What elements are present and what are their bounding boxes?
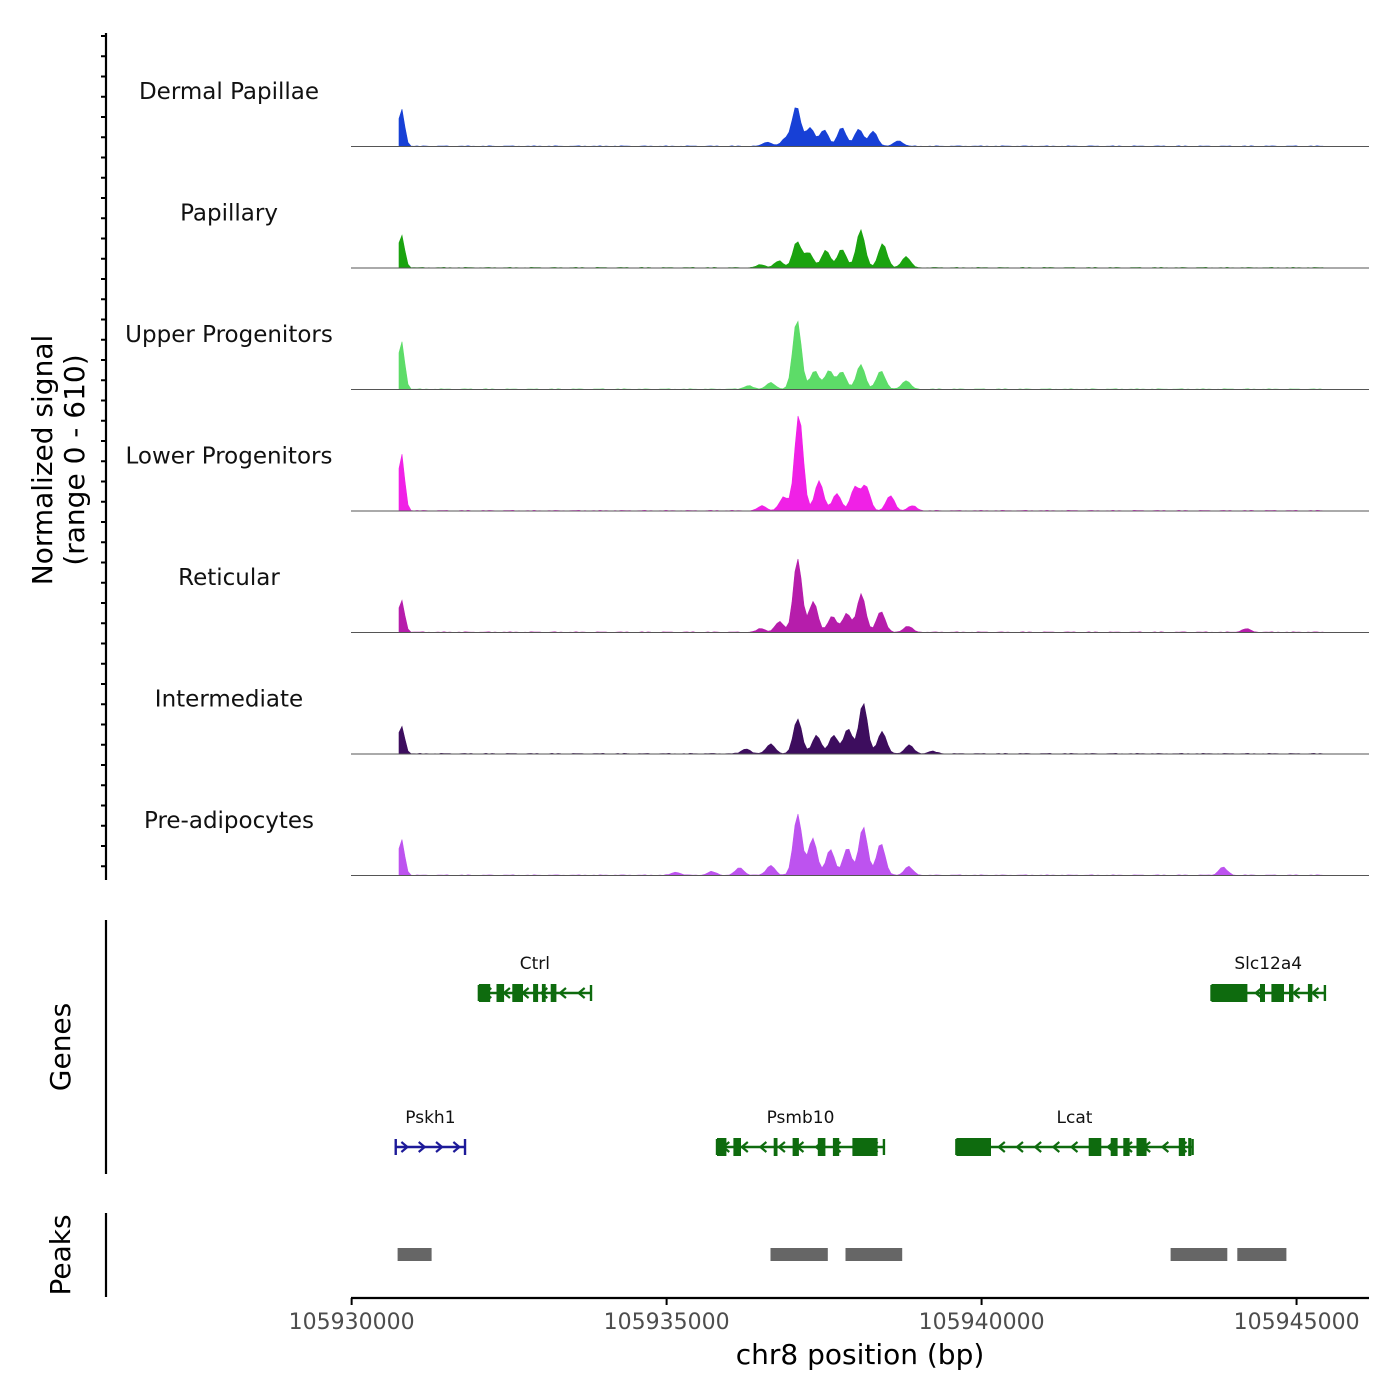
- strand-arrow: [400, 1141, 410, 1153]
- strand-arrow: [1051, 1141, 1061, 1153]
- gene-exon: [1088, 1138, 1102, 1156]
- gene-label: Pskh1: [405, 1108, 455, 1128]
- gene-exon: [1178, 1138, 1186, 1156]
- gene-model: Psmb10: [715, 1108, 886, 1156]
- gene-exon: [717, 1138, 727, 1156]
- gene-model: Slc12a4: [1210, 954, 1327, 1002]
- x-axis: 105930000 105935000 105940000 105945000 chr…: [289, 1296, 1369, 1371]
- strand-arrow: [1160, 1141, 1170, 1153]
- gene-exon: [1123, 1138, 1130, 1156]
- peak-region: [770, 1248, 828, 1261]
- track-label: Pre-adipocytes: [144, 808, 314, 834]
- gene-exon: [533, 984, 539, 1002]
- coverage-track: Papillary: [180, 201, 1369, 269]
- gene-exon: [1260, 984, 1265, 1002]
- x-axis-ticks: 105930000 105935000 105940000 105945000: [289, 1298, 1360, 1335]
- gene-exon: [733, 1138, 741, 1156]
- gene-label: Slc12a4: [1234, 954, 1302, 974]
- gene-exon: [1110, 1138, 1118, 1156]
- track-label: Intermediate: [155, 687, 303, 713]
- coverage-track: Upper Progenitors: [125, 320, 1369, 390]
- gene-exon: [1211, 984, 1248, 1002]
- strand-arrow: [1310, 987, 1320, 999]
- strand-arrow: [452, 1141, 462, 1153]
- gene-exon: [773, 1138, 778, 1156]
- track-label: Reticular: [178, 565, 280, 591]
- coverage-track: Intermediate: [155, 687, 1369, 755]
- track-label: Upper Progenitors: [125, 322, 333, 348]
- peaks-label: Peaks: [44, 1214, 77, 1295]
- gene-exon: [817, 1138, 826, 1156]
- strand-arrow: [418, 1141, 427, 1153]
- coverage-track: Dermal Papillae: [139, 79, 1369, 147]
- gene-model: Ctrl: [477, 954, 593, 1002]
- strand-arrow: [1015, 1141, 1024, 1153]
- gene-label: Ctrl: [520, 954, 550, 974]
- peak-region: [397, 1248, 432, 1261]
- coverage-track: Reticular: [178, 558, 1369, 633]
- coverage-track: Pre-adipocytes: [144, 808, 1369, 876]
- coverage-tracks: Dermal Papillae Papillary Upper Progenitor…: [125, 79, 1369, 876]
- peaks-panel: Peaks: [44, 1213, 1287, 1297]
- x-tick-label: 105935000: [604, 1310, 730, 1335]
- x-tick-label: 105940000: [919, 1310, 1045, 1335]
- gene-models: Ctrl Slc12a4 Pskh1 Psmb10 Lcat: [394, 954, 1327, 1156]
- gene-model: Lcat: [955, 1108, 1194, 1156]
- strand-arrow: [558, 987, 567, 999]
- gene-exon: [541, 984, 546, 1002]
- track-label: Lower Progenitors: [126, 444, 333, 470]
- peak-region: [1237, 1248, 1287, 1261]
- genes-label: Genes: [44, 1003, 77, 1091]
- gene-label: Lcat: [1057, 1108, 1093, 1128]
- coverage-track: Lower Progenitors: [126, 415, 1369, 512]
- track-label: Papillary: [180, 201, 278, 227]
- x-tick-label: 105945000: [1234, 1310, 1360, 1335]
- strand-arrow: [576, 987, 586, 999]
- gene-exon: [550, 984, 557, 1002]
- gene-exon: [792, 1138, 799, 1156]
- gene-exon: [1136, 1138, 1147, 1156]
- strand-arrow: [777, 1141, 786, 1153]
- x-tick-label: 105930000: [289, 1310, 415, 1335]
- gene-exon: [956, 1138, 991, 1156]
- genes-panel: Genes Ctrl Slc12a4 Pskh1 Psmb10 Lcat: [44, 920, 1327, 1174]
- coverage-y-axis: [101, 33, 108, 880]
- gene-exon: [1289, 984, 1294, 1002]
- strand-arrow: [740, 1141, 749, 1153]
- y-axis-label-line1: Normalized signal: [26, 335, 59, 586]
- track-label: Dermal Papillae: [139, 79, 319, 105]
- gene-exon: [496, 984, 505, 1002]
- strand-arrow: [1069, 1141, 1079, 1153]
- strand-arrow: [435, 1141, 444, 1153]
- peak-regions: [397, 1248, 1287, 1261]
- gene-exon: [832, 1138, 840, 1156]
- strand-arrow: [1033, 1141, 1042, 1153]
- strand-arrow: [997, 1141, 1006, 1153]
- gene-label: Psmb10: [767, 1108, 835, 1128]
- peak-region: [845, 1248, 903, 1261]
- strand-arrow: [1254, 987, 1263, 999]
- strand-arrow: [758, 1141, 768, 1153]
- strand-arrow: [1291, 987, 1301, 999]
- x-axis-title: chr8 position (bp): [736, 1338, 985, 1371]
- coverage-y-ticks: [101, 35, 106, 868]
- gene-exon: [1307, 984, 1313, 1002]
- gene-exon: [478, 984, 491, 1002]
- gene-model: Pskh1: [394, 1108, 467, 1155]
- gene-exon: [512, 984, 523, 1002]
- y-axis-label-line2: (range 0 - 610): [58, 354, 91, 565]
- gene-exon: [1188, 1138, 1192, 1156]
- gene-exon: [852, 1138, 878, 1156]
- peak-region: [1170, 1248, 1228, 1261]
- gene-exon: [1271, 984, 1284, 1002]
